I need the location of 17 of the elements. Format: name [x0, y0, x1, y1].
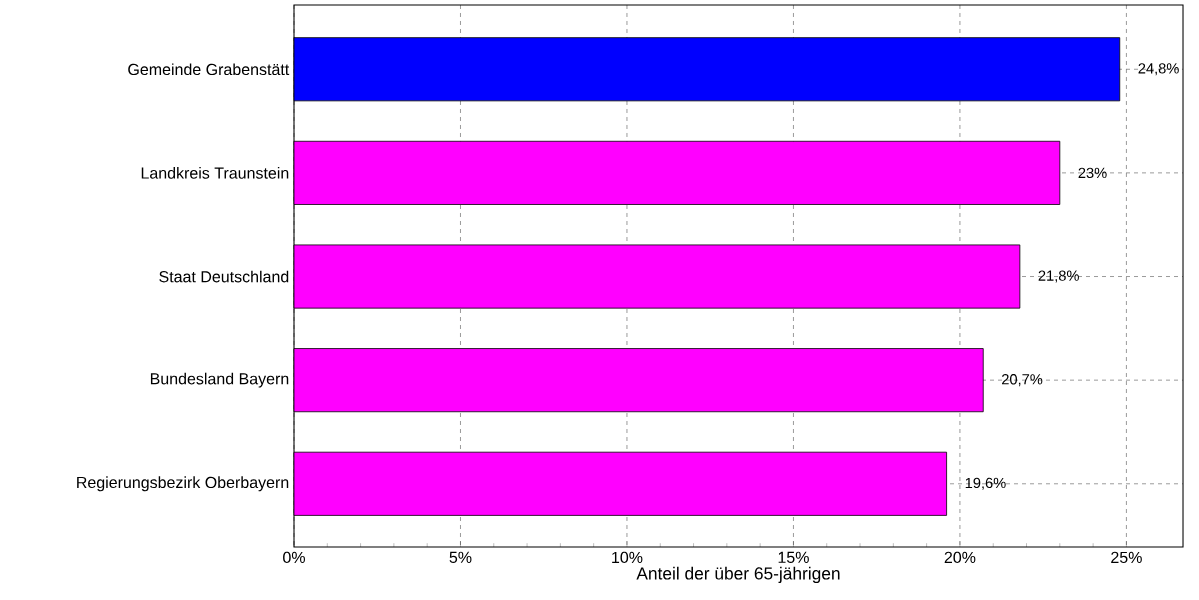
x-tick-label: 15%: [778, 551, 809, 563]
x-axis-title: Anteil der über 65-jährigen: [636, 566, 840, 584]
x-tick-label: 20%: [944, 551, 976, 564]
y-tick-label: Gemeinde Grabenstätt: [128, 63, 290, 76]
data-label: 24,8%: [1138, 63, 1179, 76]
y-tick-label: Landkreis Traunstein: [141, 167, 289, 179]
data-label: 19,6%: [965, 477, 1006, 490]
data-label: 21,8%: [1038, 270, 1079, 283]
x-tick-label: 10%: [612, 551, 643, 564]
y-tick-label: Staat Deutschland: [159, 270, 289, 283]
data-label: 23%: [1078, 167, 1107, 179]
x-tick-label: 0%: [283, 551, 305, 564]
y-tick-label: Bundesland Bayern: [150, 372, 289, 388]
data-label: 20,7%: [1002, 374, 1043, 387]
y-tick-label: Regierungsbezirk Oberbayern: [77, 476, 289, 492]
x-tick-label: 25%: [1111, 551, 1142, 564]
x-tick-label: 5%: [449, 551, 472, 563]
